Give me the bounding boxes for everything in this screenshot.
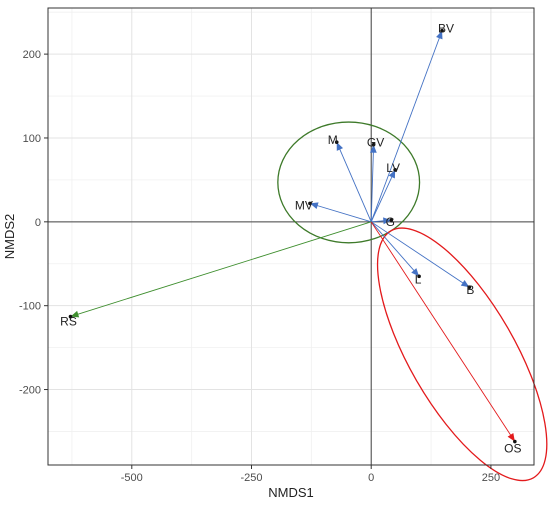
panel-border <box>47 7 535 466</box>
y-tick-label: 0 <box>35 217 41 229</box>
point-label-m: M <box>328 133 338 147</box>
vector-arrowhead-bv <box>436 30 443 40</box>
x-tick-label: -250 <box>240 472 262 484</box>
vector-arrowhead-gv <box>369 144 377 153</box>
point-label-l: L <box>415 272 422 286</box>
point-mv <box>308 201 312 206</box>
point-m <box>334 140 339 144</box>
y-tick-label: -200 <box>19 385 41 397</box>
vector-arrowhead-m <box>336 142 344 151</box>
point-os <box>513 439 517 444</box>
y-axis-ticks: -200 -100 0 100 200 <box>19 49 48 397</box>
vector-arrowhead-l <box>411 268 420 277</box>
point-rs <box>68 314 73 319</box>
group-ellipses <box>277 121 548 482</box>
vector-arrowhead-b <box>460 279 470 288</box>
vector-arrowhead-lv <box>388 169 396 179</box>
vector-line-os <box>370 221 516 442</box>
point-label-os: OS <box>504 442 521 456</box>
vector-line-mv <box>309 202 372 223</box>
x-tick-label: 250 <box>482 472 500 484</box>
y-axis-title: NMDS2 <box>2 214 17 260</box>
vector-line-m <box>336 141 372 223</box>
point-l <box>417 274 421 279</box>
point-label-bv: BV <box>438 22 454 36</box>
vector-line-l <box>370 221 420 277</box>
vector-line-b <box>370 221 470 288</box>
vector-line-rs <box>70 221 372 318</box>
group-ellipse-1 <box>277 121 421 244</box>
point-label-b: B <box>466 283 474 297</box>
vector-line-gv <box>370 144 375 222</box>
vector-line-lv <box>370 169 396 223</box>
vector-line-bv <box>370 30 443 222</box>
point-label-mv: MV <box>295 198 313 212</box>
y-tick-label: 100 <box>23 133 41 145</box>
group-ellipse-2 <box>376 227 548 482</box>
y-tick-label: -100 <box>19 301 41 313</box>
vector-arrowhead-os <box>507 432 515 442</box>
x-tick-label: -500 <box>121 472 143 484</box>
vector-arrowhead-g <box>383 217 392 225</box>
x-tick-label: 0 <box>368 472 374 484</box>
point-bv <box>440 28 444 33</box>
point-gv <box>371 142 376 147</box>
y-tick-label: 200 <box>23 49 41 61</box>
point-label-g: G <box>386 215 395 229</box>
vector-arrows <box>68 28 517 444</box>
x-axis-title: NMDS1 <box>268 485 314 500</box>
point-label-gv: GV <box>367 136 384 150</box>
point-b <box>467 285 472 290</box>
grid-lines <box>48 8 534 465</box>
vector-arrowhead-mv <box>309 202 319 209</box>
x-axis-ticks: -500 -250 0 250 <box>121 465 500 484</box>
point-g <box>389 218 394 222</box>
reference-lines <box>48 8 534 465</box>
point-label-lv: LV <box>386 161 400 175</box>
vector-arrowhead-rs <box>70 310 80 318</box>
point-lv <box>393 168 397 172</box>
point-label-rs: RS <box>60 315 77 329</box>
